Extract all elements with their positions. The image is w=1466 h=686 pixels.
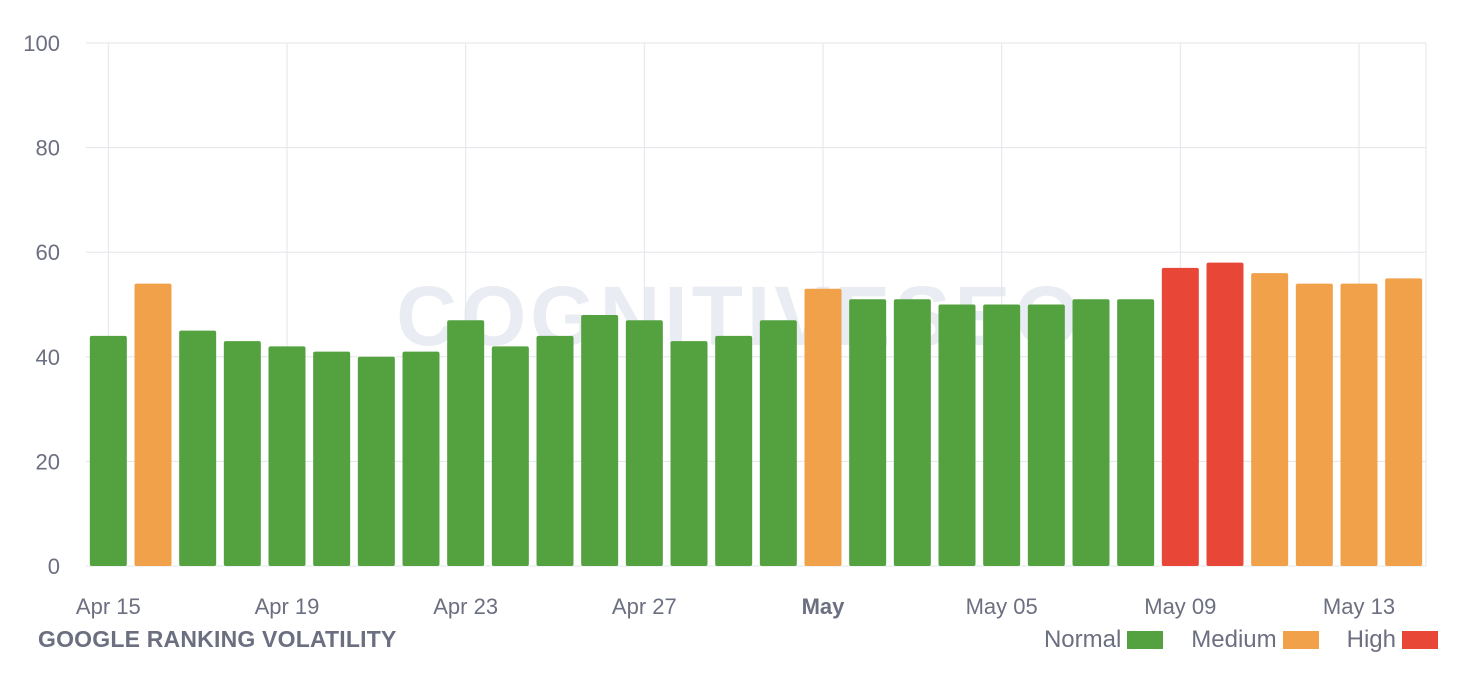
bar-apr-22[interactable] bbox=[402, 351, 440, 566]
bar-may-04[interactable] bbox=[938, 304, 976, 567]
bar-may-09[interactable] bbox=[1161, 267, 1199, 566]
legend-swatch-normal bbox=[1127, 631, 1164, 649]
bar-apr-17[interactable] bbox=[179, 330, 217, 566]
x-tick-label: Apr 15 bbox=[76, 594, 141, 619]
y-tick-label: 80 bbox=[36, 136, 60, 161]
bar-may-13[interactable] bbox=[1340, 283, 1378, 566]
x-tick-label: May 13 bbox=[1323, 594, 1395, 619]
legend-label-normal: Normal bbox=[1043, 626, 1122, 653]
x-tick-label: May 09 bbox=[1144, 594, 1216, 619]
x-tick-label: Apr 23 bbox=[433, 594, 498, 619]
legend-item-high[interactable]: High bbox=[1347, 626, 1438, 654]
bar-apr-25[interactable] bbox=[536, 335, 574, 566]
y-tick-label: 0 bbox=[48, 554, 60, 579]
chart-title: GOOGLE RANKING VOLATILITY bbox=[38, 626, 397, 652]
bar-apr-19[interactable] bbox=[268, 346, 306, 566]
bar-apr-29[interactable] bbox=[715, 335, 753, 566]
legend-label-high: High bbox=[1346, 626, 1396, 653]
y-tick-label: 60 bbox=[36, 240, 60, 265]
legend-item-medium[interactable]: Medium bbox=[1191, 626, 1319, 654]
y-tick-label: 100 bbox=[23, 31, 60, 56]
x-axis-ticks: Apr 15 Apr 19 Apr 23 Apr 27 May May 05 May 09 M… bbox=[76, 594, 1395, 619]
bar-may-10[interactable] bbox=[1206, 262, 1244, 566]
bar-may-12[interactable] bbox=[1295, 283, 1333, 566]
legend-swatch-high bbox=[1402, 631, 1438, 649]
legend-item-normal[interactable]: Normal bbox=[1043, 626, 1164, 654]
bar-apr-26[interactable] bbox=[581, 314, 619, 566]
bar-may-02[interactable] bbox=[849, 299, 887, 566]
bar-may-07[interactable] bbox=[1072, 299, 1110, 566]
x-tick-label: May bbox=[802, 594, 846, 619]
bar-apr-21[interactable] bbox=[357, 356, 395, 566]
y-tick-label: 40 bbox=[36, 345, 60, 370]
y-tick-label: 20 bbox=[36, 449, 60, 474]
legend-label-medium: Medium bbox=[1191, 626, 1277, 653]
x-tick-label: Apr 19 bbox=[255, 594, 320, 619]
y-axis-ticks: 0 20 40 60 80 100 bbox=[23, 31, 60, 579]
bar-may-06[interactable] bbox=[1027, 304, 1065, 567]
x-tick-label: Apr 27 bbox=[612, 594, 677, 619]
bar-may-03[interactable] bbox=[893, 299, 931, 566]
bar-may-08[interactable] bbox=[1117, 299, 1155, 566]
bar-apr-20[interactable] bbox=[313, 351, 351, 566]
bar-apr-24[interactable] bbox=[491, 346, 529, 566]
bar-apr-30[interactable] bbox=[759, 320, 797, 566]
bar-apr-27[interactable] bbox=[625, 320, 663, 566]
legend-swatch-medium bbox=[1282, 631, 1319, 649]
bars-group bbox=[89, 262, 1423, 567]
bar-apr-18[interactable] bbox=[223, 341, 261, 566]
bar-apr-16[interactable] bbox=[134, 283, 172, 566]
legend: Normal Medium High bbox=[1016, 626, 1438, 654]
bar-apr-28[interactable] bbox=[670, 341, 708, 566]
bar-apr-15[interactable] bbox=[89, 335, 127, 566]
bar-may-05[interactable] bbox=[983, 304, 1021, 567]
bar-may-01[interactable] bbox=[804, 288, 842, 566]
bar-may-11[interactable] bbox=[1251, 273, 1289, 566]
bar-may-14[interactable] bbox=[1385, 278, 1423, 566]
bar-apr-23[interactable] bbox=[447, 320, 485, 566]
x-tick-label: May 05 bbox=[966, 594, 1038, 619]
